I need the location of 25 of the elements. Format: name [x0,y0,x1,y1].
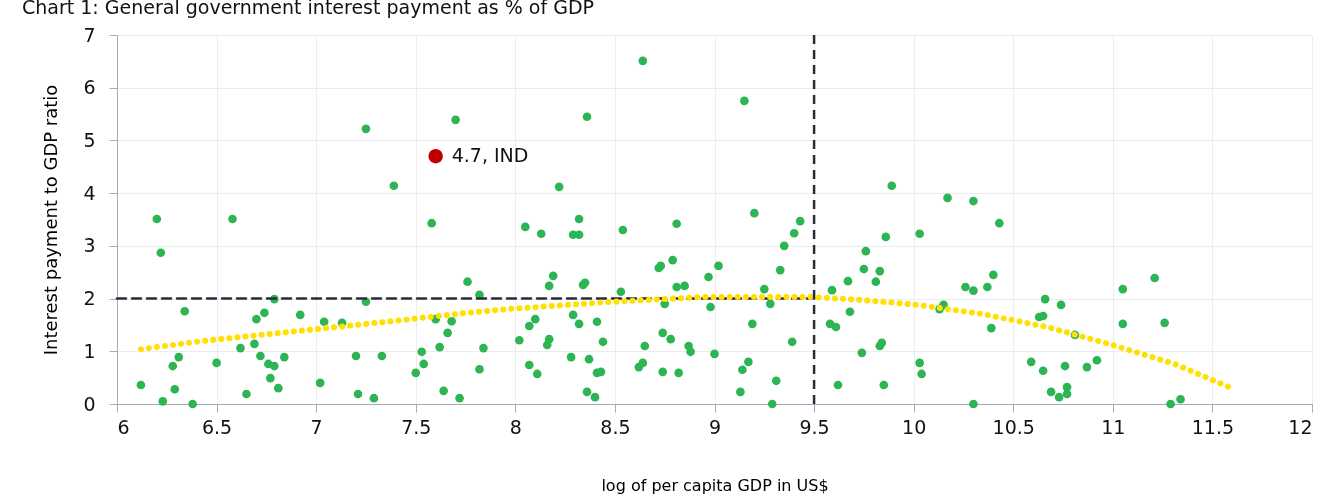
y-tick-label: 2 [83,287,96,310]
y-tick-label: 6 [83,76,96,99]
x-tick-label: 11.5 [1191,415,1235,438]
x-tick-label: 8.5 [600,415,631,438]
y-tick-label: 4 [83,181,96,204]
x-tick-label: 10 [902,415,927,438]
x-tick-label: 9 [708,415,722,438]
y-tick-label: 0 [83,392,96,415]
x-axis-title: log of per capita GDP in US$ [601,475,829,494]
x-tick-label: 12 [1288,415,1313,438]
x-tick-label: 6 [117,415,130,438]
y-tick-label: 3 [83,234,96,257]
chart-title: Chart 1: General government interest payment as % of GDP [22,0,595,18]
x-tick-label: 9.5 [799,415,830,438]
x-tick-label: 8 [509,415,522,438]
x-tick-label: 7 [310,415,323,438]
y-axis-title: Interest payment to GDP ratio [40,84,62,356]
y-tick-label: 5 [83,128,96,151]
y-tick-label: 1 [83,339,96,362]
x-tick-label: 10.5 [992,415,1035,438]
x-tick-label: 7.5 [401,415,432,438]
annotation: 4.7, IND [451,144,529,167]
x-tick-label: 6.5 [201,415,233,438]
x-tick-label: 11 [1101,415,1126,438]
y-tick-label: 7 [83,23,96,46]
